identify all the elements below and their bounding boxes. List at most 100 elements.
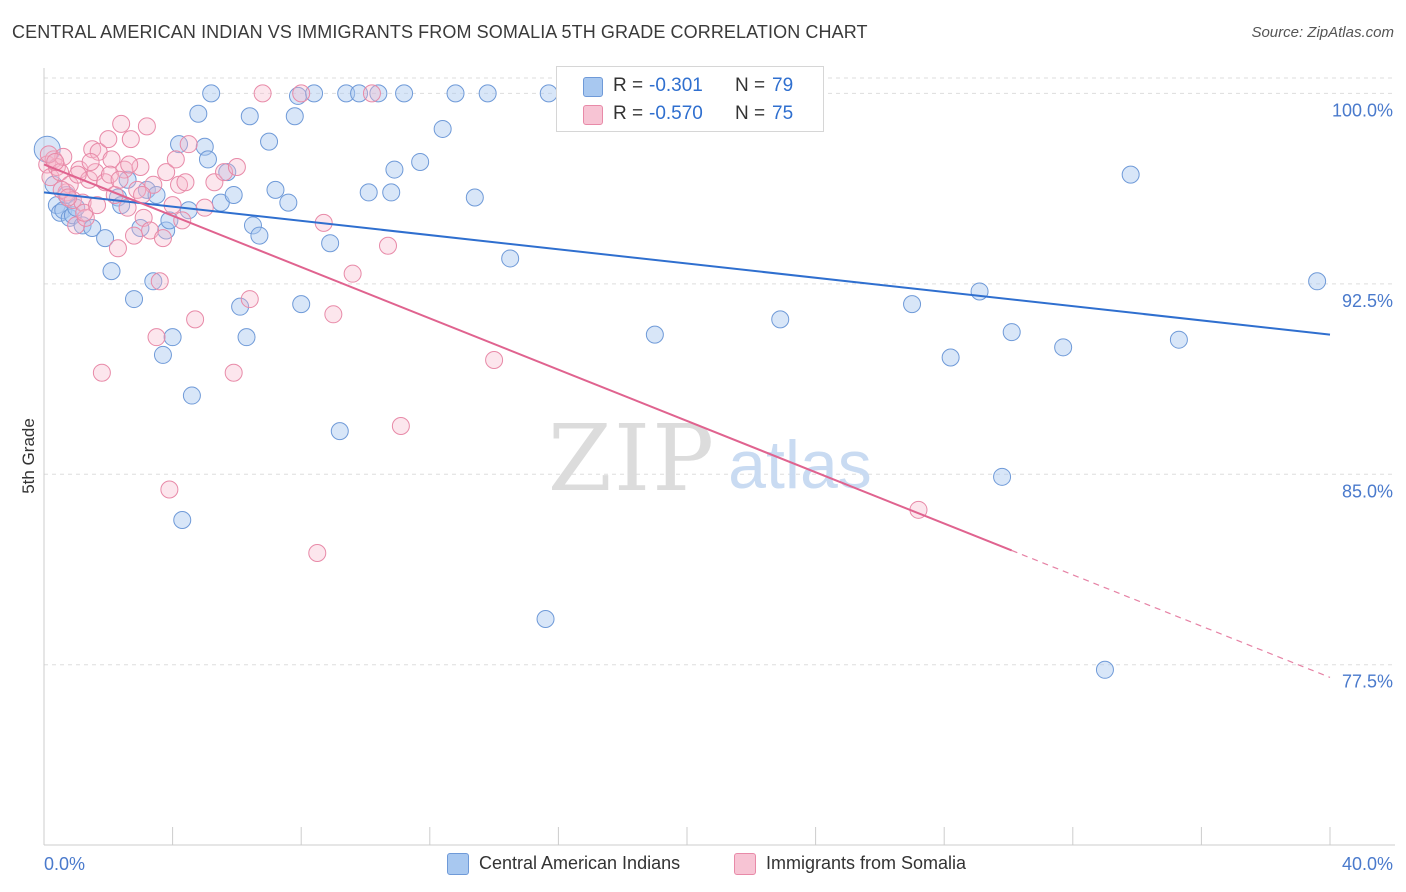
data-point — [308, 543, 327, 562]
data-point — [110, 170, 129, 189]
data-point — [81, 152, 100, 171]
data-point — [243, 216, 262, 235]
data-point — [231, 297, 250, 316]
data-point — [391, 417, 410, 436]
data-point — [102, 262, 121, 281]
legend-swatch-blue — [583, 77, 603, 97]
data-point — [92, 363, 111, 382]
data-point — [198, 150, 217, 169]
legend-n-value: 79 — [772, 75, 794, 96]
y-axis-title: 5th Grade — [19, 418, 38, 494]
data-point — [250, 226, 269, 245]
data-point — [46, 152, 65, 171]
data-point — [59, 188, 78, 207]
data-point — [359, 183, 378, 202]
data-point — [176, 173, 195, 192]
bottom-legend-swatch-pink — [734, 853, 756, 875]
data-point — [993, 467, 1012, 486]
data-point — [150, 272, 169, 291]
data-point — [411, 152, 430, 171]
data-point — [121, 130, 140, 149]
data-point — [99, 130, 118, 149]
data-point — [147, 328, 166, 347]
data-point — [202, 84, 221, 103]
data-point — [227, 158, 246, 177]
bottom-legend-label: Central American Indians — [479, 853, 681, 873]
legend-r-value: -0.570 — [649, 103, 703, 124]
data-point — [337, 84, 356, 103]
data-point — [120, 155, 139, 174]
data-point — [645, 325, 664, 344]
data-point — [1002, 323, 1021, 342]
data-point — [903, 295, 922, 314]
data-point — [941, 348, 960, 367]
data-point — [539, 84, 558, 103]
data-point — [67, 216, 86, 235]
data-point — [125, 226, 144, 245]
correlation-legend: R = -0.301 N = 79 R = -0.570 N = 75 — [556, 66, 824, 132]
data-point — [102, 150, 121, 169]
legend-n-label: N = — [735, 103, 766, 124]
data-point — [131, 158, 150, 177]
data-point — [465, 188, 484, 207]
data-point — [153, 229, 172, 248]
data-point — [240, 107, 259, 126]
data-point — [195, 198, 214, 217]
trend-lines — [43, 163, 1331, 678]
data-point — [125, 290, 144, 309]
data-point — [153, 345, 172, 364]
data-point — [189, 104, 208, 123]
chart-title: CENTRAL AMERICAN INDIAN VS IMMIGRANTS FR… — [12, 22, 868, 42]
data-point — [115, 160, 134, 179]
gridlines — [44, 77, 1395, 666]
data-point — [96, 229, 115, 248]
y-tick-label: 77.5% — [1342, 672, 1393, 692]
data-point — [321, 234, 340, 253]
data-point — [128, 180, 147, 199]
data-point — [382, 183, 401, 202]
series-immigrants-from-somalia — [38, 84, 928, 562]
axes — [43, 68, 1395, 846]
data-point — [170, 135, 189, 154]
data-point — [324, 305, 343, 324]
axis-labels: 77.5% 85.0% 92.5% 100.0% 0.0% 40.0% 5th Grade — [19, 100, 1393, 874]
data-point — [51, 163, 70, 182]
y-tick-label: 92.5% — [1342, 291, 1393, 311]
legend-n-label: N = — [735, 75, 766, 96]
legend-n-value: 75 — [772, 103, 794, 124]
trend-line-solid — [43, 163, 1013, 552]
data-point — [179, 135, 198, 154]
data-point — [108, 239, 127, 258]
data-point — [385, 160, 404, 179]
data-point — [288, 86, 307, 105]
data-point — [379, 236, 398, 255]
data-point — [1308, 272, 1327, 291]
data-point — [205, 173, 224, 192]
data-point — [343, 264, 362, 283]
data-point — [350, 84, 369, 103]
data-point — [86, 163, 105, 182]
x-tick-label: 40.0% — [1342, 854, 1393, 874]
data-point — [118, 198, 137, 217]
bottom-legend-label: Immigrants from Somalia — [766, 853, 967, 873]
data-point — [160, 480, 179, 499]
data-point — [237, 328, 256, 347]
data-point — [285, 107, 304, 126]
data-point — [163, 328, 182, 347]
data-point — [240, 290, 259, 309]
data-point — [147, 185, 166, 204]
data-point — [446, 84, 465, 103]
legend-r-label: R = — [613, 75, 644, 96]
watermark-zip: ZIP — [548, 405, 716, 512]
legend-row-series2: R = -0.570 N = 75 — [557, 101, 823, 127]
data-point — [1121, 165, 1140, 184]
trend-line-dashed — [1011, 549, 1331, 678]
data-point — [279, 193, 298, 212]
data-point — [88, 196, 107, 215]
data-point — [166, 150, 185, 169]
data-point — [112, 114, 131, 133]
bottom-legend-swatch-blue — [447, 853, 469, 875]
data-point — [137, 117, 156, 136]
data-point — [144, 175, 163, 194]
